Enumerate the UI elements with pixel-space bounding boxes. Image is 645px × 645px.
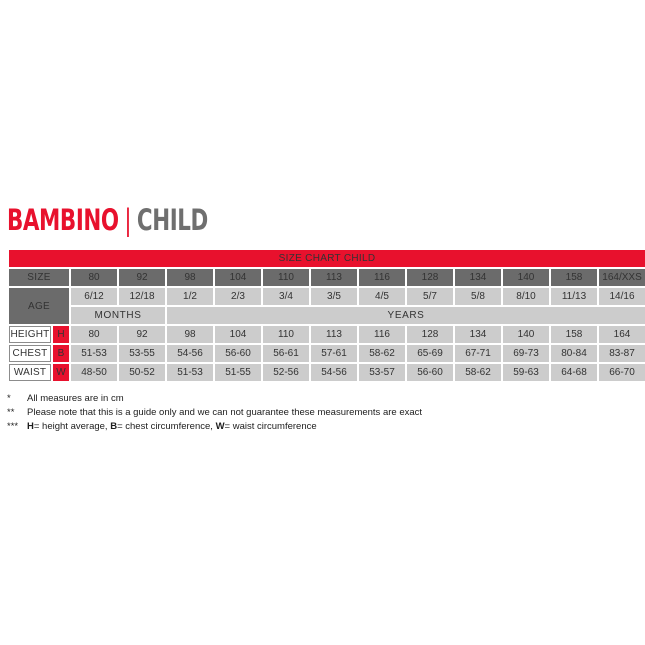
size-cell: 116	[359, 269, 405, 286]
height-cell: 104	[215, 326, 261, 343]
table-title-row: SIZE CHART CHILD	[9, 250, 645, 267]
brand-category: CHILD	[136, 202, 208, 237]
age-cell: 5/8	[455, 288, 501, 305]
chest-cell: 53-55	[119, 345, 165, 362]
age-unit-months: MONTHS	[71, 307, 165, 324]
waist-cell: 53-57	[359, 364, 405, 381]
row-label-chest: CHEST	[9, 345, 51, 362]
size-cell: 164/XXS	[599, 269, 645, 286]
height-cell: 158	[551, 326, 597, 343]
size-cell: 158	[551, 269, 597, 286]
chest-cell: 67-71	[455, 345, 501, 362]
size-cell: 128	[407, 269, 453, 286]
row-label-waist: WAIST	[9, 364, 51, 381]
height-badge: H	[53, 326, 69, 343]
height-cell: 128	[407, 326, 453, 343]
size-cell: 98	[167, 269, 213, 286]
chest-cell: 54-56	[167, 345, 213, 362]
chest-cell: 58-62	[359, 345, 405, 362]
size-chart-table: SIZE CHART CHILD SIZE 80 92 98 104 110 1…	[7, 248, 645, 383]
chest-cell: 56-60	[215, 345, 261, 362]
waist-cell: 51-55	[215, 364, 261, 381]
table-row-age: AGE 6/12 12/18 1/2 2/3 3/4 3/5 4/5 5/7 5…	[9, 288, 645, 324]
row-label-size: SIZE	[9, 269, 69, 286]
footnote-text: All measures are in cm	[27, 393, 124, 404]
age-unit-years: YEARS	[167, 307, 645, 324]
row-label-height: HEIGHT	[9, 326, 51, 343]
chest-cell: 83-87	[599, 345, 645, 362]
height-cell: 134	[455, 326, 501, 343]
table-row-size: SIZE 80 92 98 104 110 113 116 128 134 14…	[9, 269, 645, 286]
age-cell: 1/2	[167, 288, 213, 305]
waist-cell: 48-50	[71, 364, 117, 381]
age-cell: 6/12	[71, 288, 117, 305]
chest-cell: 57-61	[311, 345, 357, 362]
waist-cell: 54-56	[311, 364, 357, 381]
age-cell: 3/5	[311, 288, 357, 305]
table-row-waist: WAIST W 48-50 50-52 51-53 51-55 52-56 54…	[9, 364, 645, 381]
height-cell: 80	[71, 326, 117, 343]
table-row-age-units: MONTHS YEARS	[9, 307, 645, 324]
age-cell: 12/18	[119, 288, 165, 305]
table-row-chest: CHEST B 51-53 53-55 54-56 56-60 56-61 57…	[9, 345, 645, 362]
height-cell: 113	[311, 326, 357, 343]
height-cell: 92	[119, 326, 165, 343]
waist-cell: 56-60	[407, 364, 453, 381]
footnote-text-rich: H= height average, B= chest circumferenc…	[27, 421, 317, 432]
age-cell: 3/4	[263, 288, 309, 305]
footnote-2: ** Please note that this is a guide only…	[7, 406, 627, 420]
brand-name: BAMBINO	[7, 202, 119, 237]
age-cell: 4/5	[359, 288, 405, 305]
waist-cell: 50-52	[119, 364, 165, 381]
chest-cell: 51-53	[71, 345, 117, 362]
height-cell: 140	[503, 326, 549, 343]
height-cell: 98	[167, 326, 213, 343]
footnote-text: Please note that this is a guide only an…	[27, 407, 423, 418]
row-label-age: AGE	[9, 288, 69, 324]
height-cell: 164	[599, 326, 645, 343]
size-cell: 92	[119, 269, 165, 286]
brand-heading: BAMBINO | CHILD	[7, 203, 208, 237]
waist-cell: 52-56	[263, 364, 309, 381]
chest-cell: 69-73	[503, 345, 549, 362]
chest-cell: 56-61	[263, 345, 309, 362]
waist-cell: 66-70	[599, 364, 645, 381]
chest-cell: 65-69	[407, 345, 453, 362]
size-cell: 104	[215, 269, 261, 286]
chest-badge: B	[53, 345, 69, 362]
waist-cell: 51-53	[167, 364, 213, 381]
size-cell: 80	[71, 269, 117, 286]
age-cell: 8/10	[503, 288, 549, 305]
size-cell: 134	[455, 269, 501, 286]
footnote-marker: ***	[7, 421, 19, 432]
height-cell: 110	[263, 326, 309, 343]
footnote-marker: **	[7, 407, 15, 418]
age-cell: 14/16	[599, 288, 645, 305]
table-row-height: HEIGHT H 80 92 98 104 110 113 116 128 13…	[9, 326, 645, 343]
footnote-3: *** H= height average, B= chest circumfe…	[7, 420, 627, 434]
size-cell: 113	[311, 269, 357, 286]
footnote-marker: *	[7, 393, 11, 404]
size-cell: 140	[503, 269, 549, 286]
age-cell: 5/7	[407, 288, 453, 305]
brand-separator: |	[124, 202, 132, 237]
footnotes: * All measures are in cm ** Please note …	[7, 392, 627, 434]
height-cell: 116	[359, 326, 405, 343]
waist-badge: W	[53, 364, 69, 381]
waist-cell: 59-63	[503, 364, 549, 381]
waist-cell: 58-62	[455, 364, 501, 381]
waist-cell: 64-68	[551, 364, 597, 381]
age-cell: 2/3	[215, 288, 261, 305]
table-title: SIZE CHART CHILD	[9, 250, 645, 267]
size-cell: 110	[263, 269, 309, 286]
age-cell: 11/13	[551, 288, 597, 305]
chest-cell: 80-84	[551, 345, 597, 362]
footnote-1: * All measures are in cm	[7, 392, 627, 406]
